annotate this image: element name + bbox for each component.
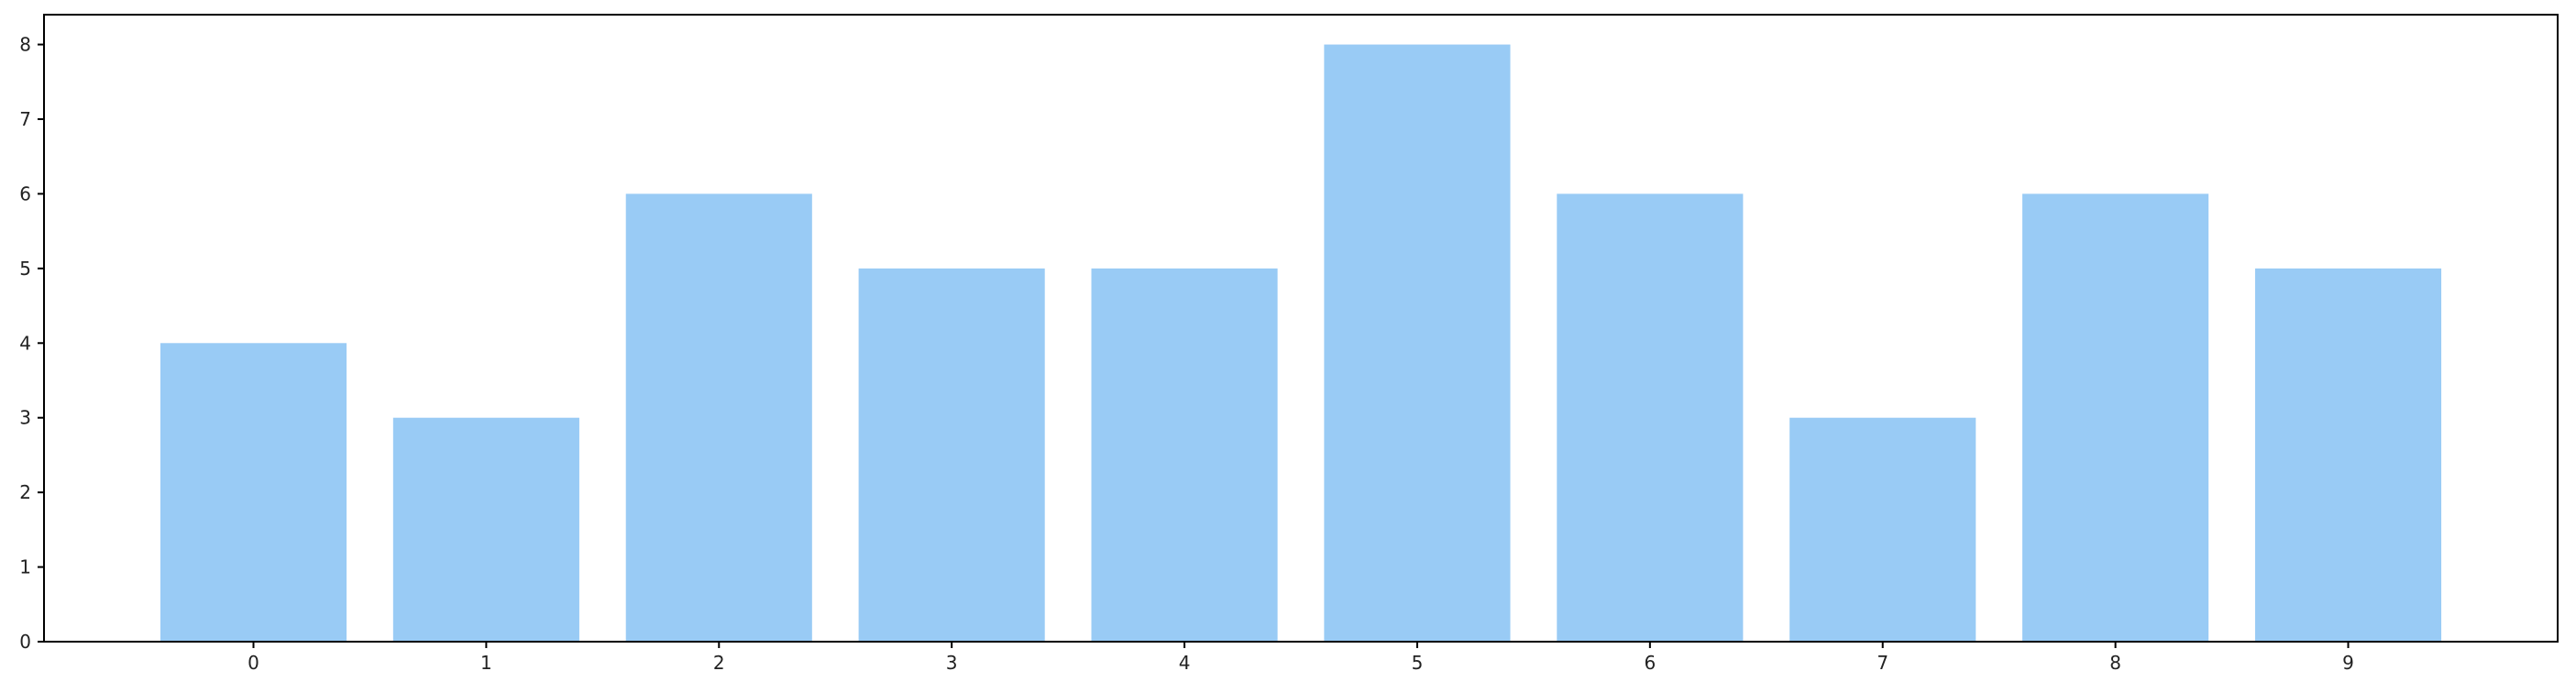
bars-layer bbox=[160, 44, 2442, 643]
bar-9 bbox=[2254, 268, 2442, 642]
y-tick-label: 4 bbox=[19, 332, 31, 354]
bar-6 bbox=[1557, 193, 1744, 642]
x-tick-label: 1 bbox=[480, 652, 492, 674]
bar-4 bbox=[1091, 268, 1278, 642]
y-tick-label: 1 bbox=[19, 556, 31, 578]
y-tick-label: 3 bbox=[19, 407, 31, 429]
x-tick-label: 4 bbox=[1179, 652, 1191, 674]
bar-2 bbox=[625, 193, 812, 642]
y-tick-label: 8 bbox=[19, 34, 31, 56]
x-tick-label: 7 bbox=[1877, 652, 1888, 674]
x-tick-label: 5 bbox=[1412, 652, 1424, 674]
x-axis: 0 1 2 3 4 5 6 7 8 9 bbox=[248, 642, 2354, 674]
x-tick-label: 9 bbox=[2342, 652, 2354, 674]
y-tick-label: 5 bbox=[19, 258, 31, 280]
y-tick-label: 7 bbox=[19, 108, 31, 130]
y-tick-label: 0 bbox=[19, 631, 31, 653]
bar-1 bbox=[392, 417, 579, 642]
y-tick-label: 2 bbox=[19, 481, 31, 503]
bar-0 bbox=[160, 343, 347, 642]
plot-frame bbox=[43, 14, 2559, 643]
bar-8 bbox=[2022, 193, 2209, 642]
y-tick-label: 6 bbox=[19, 182, 31, 204]
axes-layer bbox=[43, 14, 2559, 643]
bar-7 bbox=[1789, 417, 1976, 642]
x-tick-label: 6 bbox=[1644, 652, 1656, 674]
x-tick-label: 0 bbox=[248, 652, 259, 674]
x-tick-label: 2 bbox=[713, 652, 725, 674]
bar-3 bbox=[858, 268, 1045, 642]
y-axis: 0 1 2 3 4 5 6 7 8 bbox=[19, 34, 44, 653]
x-tick-label: 3 bbox=[946, 652, 958, 674]
x-tick-label: 8 bbox=[2109, 652, 2121, 674]
bar-5 bbox=[1324, 44, 1511, 643]
